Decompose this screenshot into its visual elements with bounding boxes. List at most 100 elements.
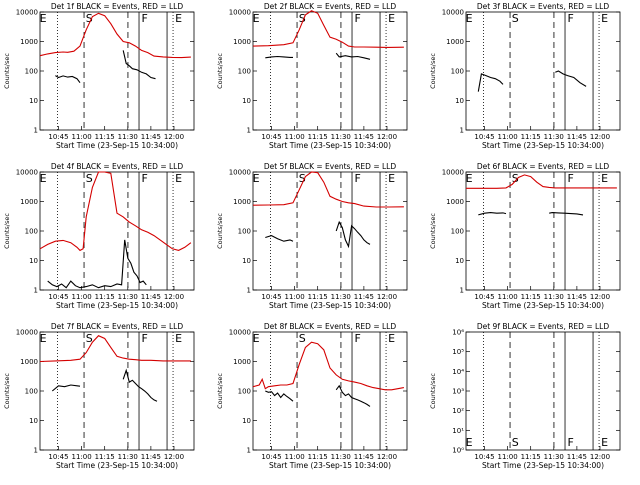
interval-marker-label: E [466, 172, 473, 185]
x-tick-label: 10:45 [261, 133, 281, 141]
x-tick-label: 12:00 [164, 293, 184, 301]
series-line-lld [252, 341, 404, 391]
x-axis-label: Start Time (23-Sep-15 10:34:00) [56, 141, 178, 150]
x-tick-label: 11:45 [567, 453, 587, 461]
y-axis-label: Counts/sec [3, 213, 11, 249]
y-tick-label: 10000 [16, 169, 38, 177]
interval-marker-label: E [388, 12, 395, 25]
x-tick-label: 12:00 [377, 293, 397, 301]
interval-marker-label: E [175, 332, 182, 345]
y-tick-label: 10000 [442, 9, 464, 17]
x-tick-label: 11:00 [284, 453, 304, 461]
x-tick-label: 11:45 [141, 453, 161, 461]
interval-marker-label: S [299, 332, 306, 345]
interval-marker-label: F [568, 436, 574, 449]
y-tick-label: 10 [242, 97, 251, 105]
x-tick-label: 11:45 [141, 133, 161, 141]
y-tick-label: 100 [238, 388, 251, 396]
x-tick-label: 11:30 [118, 133, 138, 141]
interval-marker-label: S [299, 12, 306, 25]
y-tick-label: 10000 [442, 169, 464, 177]
interval-marker-label: E [175, 172, 182, 185]
y-tick-label: 100 [25, 388, 38, 396]
y-tick-label: 100 [451, 68, 464, 76]
y-tick-label: 10 [242, 417, 251, 425]
x-tick-label: 11:15 [95, 293, 115, 301]
x-tick-label: 11:45 [567, 293, 587, 301]
chart-svg-8: Det 8f BLACK = Events, RED = LLD 1 10 100 10… [216, 322, 408, 470]
y-tick-label: 10000 [16, 329, 38, 337]
plot-frame [252, 331, 408, 451]
x-tick-label: 11:00 [71, 453, 91, 461]
x-tick-label: 10:45 [261, 453, 281, 461]
x-tick-label: 11:15 [521, 133, 541, 141]
x-tick-label: 10:45 [474, 293, 494, 301]
y-tick-label: 1 [247, 447, 251, 455]
x-tick-label: 11:15 [308, 133, 328, 141]
chart-title: Det 8f BLACK = Events, RED = LLD [264, 322, 397, 331]
x-tick-label: 10:45 [48, 453, 68, 461]
x-tick-label: 11:45 [141, 293, 161, 301]
x-axis-label: Start Time (23-Sep-15 10:34:00) [482, 141, 604, 150]
series-line-events [51, 368, 158, 402]
y-axis-label: Counts/sec [216, 373, 224, 409]
series-line-events [47, 239, 147, 289]
y-axis-label: Counts/sec [3, 53, 11, 89]
chart-title: Det 1f BLACK = Events, RED = LLD [51, 2, 184, 11]
plot-frame [465, 331, 621, 451]
x-tick-label: 10:45 [48, 293, 68, 301]
x-tick-label: 11:00 [71, 133, 91, 141]
x-tick-label: 11:45 [354, 293, 374, 301]
chart-svg-6: Det 6f BLACK = Events, RED = LLD 1 10 100 10… [429, 162, 621, 310]
y-tick-label: 10⁵ [452, 348, 464, 356]
interval-marker-label: F [142, 332, 148, 345]
plot-frame [39, 11, 195, 131]
y-axis-label: Counts/sec [429, 373, 437, 409]
interval-marker-label: S [86, 12, 93, 25]
y-tick-label: 1000 [233, 358, 251, 366]
interval-marker-label: E [388, 332, 395, 345]
y-tick-label: 10³ [452, 388, 464, 396]
x-tick-label: 11:30 [118, 293, 138, 301]
chart-title: Det 2f BLACK = Events, RED = LLD [264, 2, 397, 11]
interval-marker-label: S [299, 172, 306, 185]
y-tick-label: 100 [451, 228, 464, 236]
y-tick-label: 100 [25, 228, 38, 236]
interval-marker-label: E [601, 12, 608, 25]
x-tick-label: 12:00 [164, 133, 184, 141]
plot-frame [252, 11, 408, 131]
interval-marker-label: E [601, 172, 608, 185]
y-tick-label: 1000 [446, 198, 464, 206]
chart-panel-3: Det 3f BLACK = Events, RED = LLD 1 10 100 10… [426, 0, 639, 160]
y-tick-label: 10 [29, 257, 38, 265]
y-tick-label: 1 [34, 287, 38, 295]
y-axis-label: Counts/sec [429, 213, 437, 249]
x-tick-label: 11:00 [284, 133, 304, 141]
x-tick-label: 11:30 [331, 133, 351, 141]
interval-marker-label: F [355, 332, 361, 345]
interval-marker-label: E [40, 12, 47, 25]
y-tick-label: 1 [460, 287, 464, 295]
x-axis-label: Start Time (23-Sep-15 10:34:00) [56, 461, 178, 470]
chart-svg-2: Det 2f BLACK = Events, RED = LLD 1 10 100 10… [216, 2, 408, 150]
y-tick-label: 1000 [233, 38, 251, 46]
y-tick-label: 1000 [20, 358, 38, 366]
chart-title: Det 7f BLACK = Events, RED = LLD [51, 322, 184, 331]
chart-title: Det 3f BLACK = Events, RED = LLD [477, 2, 610, 11]
interval-marker-label: S [86, 172, 93, 185]
x-tick-label: 11:00 [497, 133, 517, 141]
x-tick-label: 11:30 [544, 293, 564, 301]
chart-svg-9: Det 9f BLACK = Events, RED = LLD 10⁰ 10¹ 10… [429, 322, 621, 470]
x-tick-label: 11:15 [95, 133, 115, 141]
series-line-lld [252, 10, 404, 48]
plot-frame [39, 331, 195, 451]
interval-marker-label: F [568, 172, 574, 185]
x-tick-label: 10:45 [48, 133, 68, 141]
chart-title: Det 6f BLACK = Events, RED = LLD [477, 162, 610, 171]
x-tick-label: 10:45 [261, 293, 281, 301]
chart-title: Det 5f BLACK = Events, RED = LLD [264, 162, 397, 171]
interval-marker-label: E [40, 332, 47, 345]
y-tick-label: 10 [242, 257, 251, 265]
y-tick-label: 1 [460, 127, 464, 135]
